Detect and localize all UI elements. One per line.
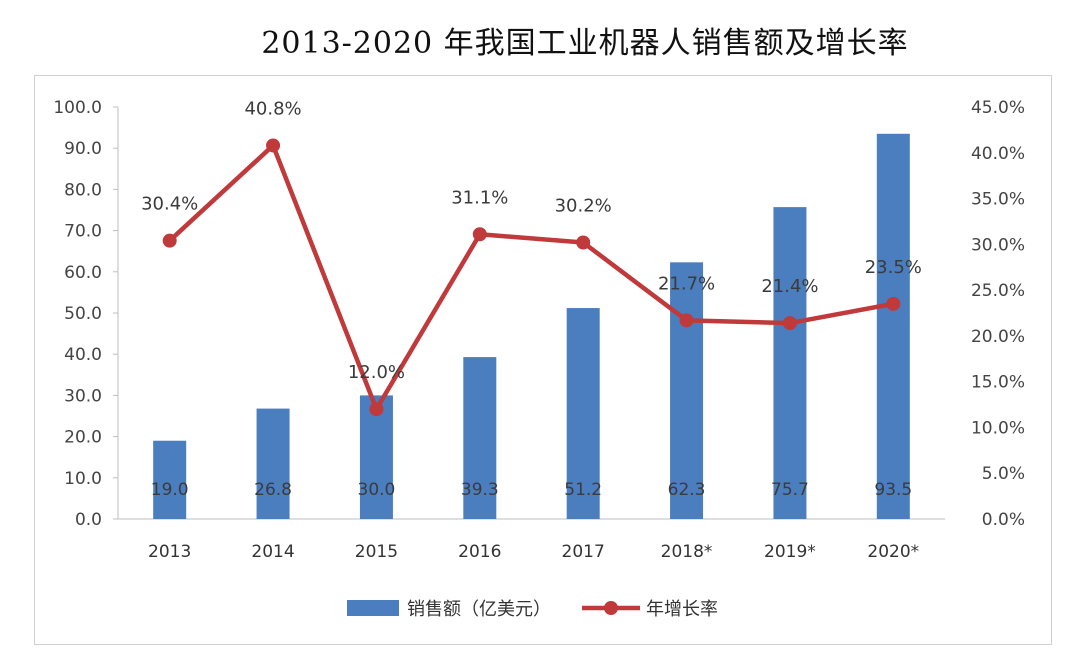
- growth-rate-label: 40.8%: [244, 98, 301, 119]
- legend-bar-label: 销售额（亿美元）: [407, 599, 551, 620]
- growth-rate-label: 23.5%: [865, 257, 922, 278]
- bar-value-label: 75.7: [771, 480, 809, 500]
- x-axis-category-label: 2013: [148, 542, 191, 562]
- right-axis-tick-label: 40.0%: [971, 144, 1025, 164]
- left-axis-tick-label: 50.0: [64, 304, 102, 324]
- bar-value-label: 19.0: [151, 480, 189, 500]
- growth-rate-point: [266, 138, 281, 153]
- bar: [773, 207, 807, 519]
- growth-rate-label: 30.2%: [555, 196, 612, 217]
- bar: [566, 308, 600, 519]
- left-axis-tick-label: 100.0: [53, 98, 102, 118]
- left-axis-tick-label: 0.0: [75, 510, 102, 530]
- x-axis-category-label: 2016: [458, 542, 501, 562]
- legend-bar-swatch: [347, 600, 399, 616]
- right-axis-tick-label: 5.0%: [982, 464, 1025, 484]
- growth-rate-point: [369, 402, 384, 417]
- bar: [463, 357, 497, 519]
- growth-rate-label: 30.4%: [141, 194, 198, 215]
- left-axis-tick-label: 30.0: [64, 386, 102, 406]
- legend-line-label: 年增长率: [646, 599, 718, 620]
- growth-rate-label: 31.1%: [451, 187, 508, 208]
- bar: [670, 262, 704, 519]
- right-axis-tick-label: 0.0%: [982, 510, 1025, 530]
- growth-rate-point: [472, 227, 487, 242]
- x-axis-category-label: 2017: [562, 542, 605, 562]
- left-axis-tick-label: 90.0: [64, 139, 102, 159]
- chart-frame: [34, 75, 1052, 645]
- bar-value-label: 26.8: [254, 480, 292, 500]
- x-axis-category-label: 2018*: [661, 542, 713, 562]
- bar: [256, 408, 290, 519]
- left-axis-tick-label: 70.0: [64, 222, 102, 242]
- growth-rate-label: 21.7%: [658, 273, 715, 294]
- right-axis-tick-label: 25.0%: [971, 281, 1025, 301]
- bar-value-label: 30.0: [358, 480, 396, 500]
- growth-rate-label: 12.0%: [348, 362, 405, 383]
- growth-rate-point: [679, 313, 694, 328]
- right-axis-tick-label: 35.0%: [971, 190, 1025, 210]
- bar: [153, 440, 187, 519]
- bar: [876, 133, 910, 519]
- right-axis-tick-label: 15.0%: [971, 373, 1025, 393]
- growth-rate-point: [576, 235, 591, 250]
- left-axis-tick-label: 60.0: [64, 263, 102, 283]
- growth-rate-point: [782, 316, 797, 331]
- bar-value-label: 51.2: [564, 480, 602, 500]
- growth-rate-label: 21.4%: [761, 276, 818, 297]
- right-axis-tick-label: 30.0%: [971, 235, 1025, 255]
- left-axis-tick-label: 40.0: [64, 345, 102, 365]
- left-axis-tick-label: 80.0: [64, 180, 102, 200]
- right-axis-tick-label: 45.0%: [971, 98, 1025, 118]
- bar-value-label: 39.3: [461, 480, 499, 500]
- growth-rate-line: [168, 143, 894, 412]
- left-axis-tick-label: 20.0: [64, 428, 102, 448]
- x-axis-category-label: 2020*: [867, 542, 919, 562]
- right-axis-tick-label: 10.0%: [971, 418, 1025, 438]
- x-axis-category-label: 2014: [251, 542, 294, 562]
- chart-title: 2013-2020 年我国工业机器人销售额及增长率: [261, 26, 909, 61]
- bar-value-label: 62.3: [668, 480, 706, 500]
- bar-value-label: 93.5: [874, 480, 912, 500]
- x-axis-category-label: 2015: [355, 542, 398, 562]
- x-axis-category-label: 2019*: [764, 542, 816, 562]
- growth-rate-point: [886, 296, 901, 311]
- growth-rate-point: [162, 233, 177, 248]
- right-axis-tick-label: 20.0%: [971, 327, 1025, 347]
- left-axis-tick-label: 10.0: [64, 469, 102, 489]
- legend-line-marker: [604, 601, 618, 615]
